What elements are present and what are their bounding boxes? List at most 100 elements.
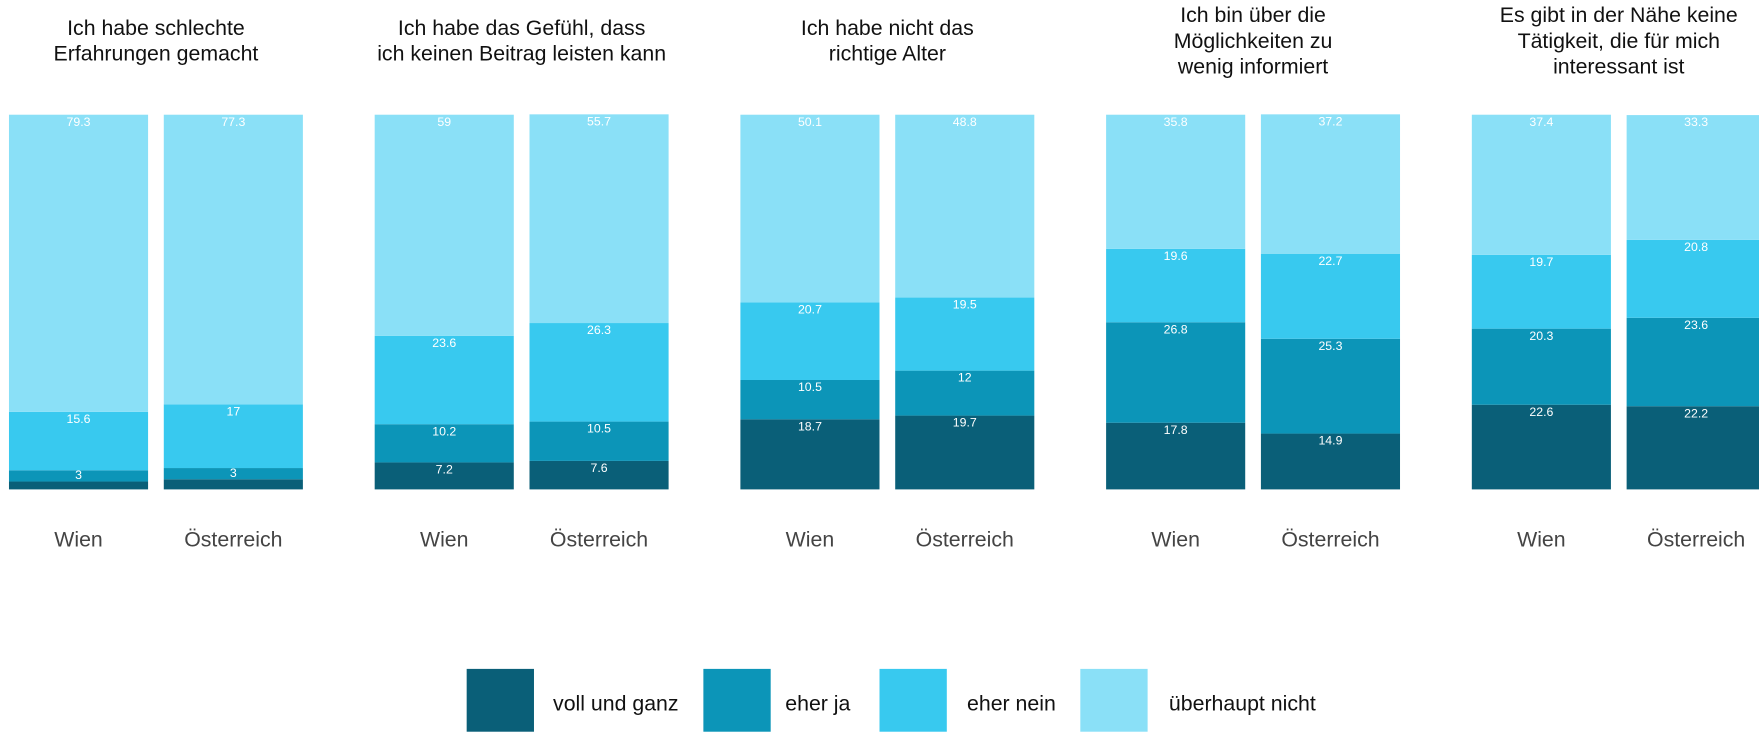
data-label: 20.3	[1529, 329, 1553, 343]
bar-segment: eher nein	[529, 323, 669, 422]
bar-segment: voll und ganz	[1106, 422, 1246, 490]
bar-segment: eher nein	[895, 297, 1035, 371]
data-label: 19.7	[1529, 255, 1553, 269]
bar-segment: voll und ganz	[1260, 433, 1401, 490]
bar-segment: eher ja	[374, 424, 514, 463]
legend-swatch	[466, 668, 534, 732]
data-label: 26.8	[1164, 322, 1188, 336]
x-tick-label: Wien	[54, 528, 103, 552]
data-label: 35.8	[1164, 115, 1188, 129]
bar-segment: voll und ganz	[8, 481, 149, 490]
bar-segment: eher ja	[740, 379, 880, 420]
bar-segment: eher nein	[1106, 248, 1246, 323]
data-label: 22.7	[1318, 254, 1342, 268]
bar-segment: voll und ganz	[1471, 404, 1611, 490]
data-label: 23.6	[1684, 318, 1708, 332]
data-label: 20.7	[798, 303, 822, 317]
legend-label: eher nein	[967, 691, 1056, 715]
bar-segment: eher ja	[1471, 328, 1611, 405]
x-tick-label: Österreich	[1647, 528, 1745, 552]
bar-segment: überhaupt nicht	[374, 114, 514, 336]
bar-segment: überhaupt nicht	[895, 114, 1035, 298]
bar-segment: eher nein	[740, 302, 880, 380]
data-label: 7.6	[590, 461, 607, 475]
facet-title: Ich habe nicht das richtige Alter	[801, 16, 974, 66]
legend-swatch	[879, 668, 947, 732]
bar-segment: überhaupt nicht	[1106, 114, 1246, 249]
x-tick-label: Wien	[786, 528, 835, 552]
data-label: 26.3	[587, 323, 611, 337]
data-label: 37.2	[1318, 114, 1342, 128]
facet-title: Ich habe schlechte Erfahrungen gemacht	[54, 16, 259, 66]
data-label: 14.9	[1318, 434, 1342, 448]
data-label: 22.6	[1529, 405, 1553, 419]
bar-segment: überhaupt nicht	[740, 114, 880, 303]
bar-segment: eher nein	[8, 411, 149, 471]
legend-swatch	[703, 668, 771, 732]
x-tick-label: Österreich	[550, 528, 648, 552]
bar-segment: überhaupt nicht	[1626, 115, 1759, 240]
x-tick-label: Wien	[1517, 528, 1566, 552]
data-label: 19.7	[953, 416, 977, 430]
x-tick-label: Österreich	[1281, 528, 1379, 552]
bar-segment: eher nein	[1260, 253, 1401, 339]
bar-segment: überhaupt nicht	[163, 114, 303, 405]
bar-segment: eher ja	[895, 370, 1035, 416]
legend-label: voll und ganz	[553, 691, 679, 715]
data-label: 22.2	[1684, 406, 1708, 420]
bar-segment: eher nein	[374, 335, 514, 425]
data-label: 50.1	[798, 115, 822, 129]
bar-segment: überhaupt nicht	[1471, 114, 1611, 255]
bar-segment: voll und ganz	[529, 460, 669, 490]
bar-segment: eher nein	[1626, 239, 1759, 318]
bar-segment: eher ja	[1106, 322, 1246, 423]
data-label: 12	[958, 371, 972, 385]
data-label: 3	[230, 466, 237, 480]
data-label: 3	[75, 468, 82, 482]
facet-title: Es gibt in der Nähe keine Tätigkeit, die …	[1500, 3, 1738, 79]
data-label: 7.2	[436, 463, 453, 477]
data-label: 10.5	[587, 422, 611, 436]
data-label: 25.3	[1318, 339, 1342, 353]
legend-label: eher ja	[785, 691, 850, 715]
data-label: 19.6	[1164, 249, 1188, 263]
bar-segment: überhaupt nicht	[529, 114, 669, 324]
bar-segment: voll und ganz	[740, 419, 880, 490]
data-label: 77.3	[221, 115, 245, 129]
bar-segment: voll und ganz	[1626, 406, 1759, 490]
data-label: 17	[226, 404, 240, 418]
bar-segment: eher nein	[163, 404, 303, 469]
data-label: 55.7	[587, 114, 611, 128]
data-label: 23.6	[432, 336, 456, 350]
bar-segment: voll und ganz	[374, 462, 514, 490]
x-tick-label: Wien	[1151, 528, 1200, 552]
legend-swatch	[1080, 668, 1148, 732]
data-label: 18.7	[798, 419, 822, 433]
data-label: 15.6	[67, 412, 91, 426]
data-label: 20.8	[1684, 240, 1708, 254]
data-label: 79.3	[67, 115, 91, 129]
bar-segment: eher ja	[1260, 338, 1401, 434]
bar-segment: eher ja	[1626, 317, 1759, 407]
data-label: 19.5	[953, 298, 977, 312]
legend-label: überhaupt nicht	[1169, 691, 1316, 715]
bar-segment: eher ja	[163, 468, 303, 480]
bar-segment: eher ja	[8, 470, 149, 482]
data-label: 33.3	[1684, 115, 1708, 129]
data-label: 48.8	[953, 115, 977, 129]
x-tick-label: Österreich	[916, 528, 1014, 552]
bar-segment: eher ja	[529, 421, 669, 461]
data-label: 37.4	[1529, 115, 1553, 129]
bar-segment: voll und ganz	[895, 415, 1035, 490]
facet-title: Ich habe das Gefühl, dass ich keinen Beit…	[377, 16, 666, 66]
x-tick-label: Österreich	[184, 528, 282, 552]
bar-segment: eher nein	[1471, 254, 1611, 329]
bar-segment: voll und ganz	[163, 479, 303, 490]
data-label: 59	[437, 115, 451, 129]
bar-segment: überhaupt nicht	[1260, 114, 1401, 254]
facet-title: Ich bin über die Möglichkeiten zu wenig in…	[1174, 3, 1333, 79]
data-label: 10.2	[432, 424, 456, 438]
x-tick-label: Wien	[420, 528, 469, 552]
